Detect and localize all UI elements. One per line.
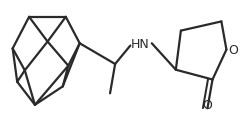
Text: HN: HN: [131, 37, 149, 50]
Text: O: O: [228, 44, 238, 57]
Text: O: O: [202, 98, 212, 111]
